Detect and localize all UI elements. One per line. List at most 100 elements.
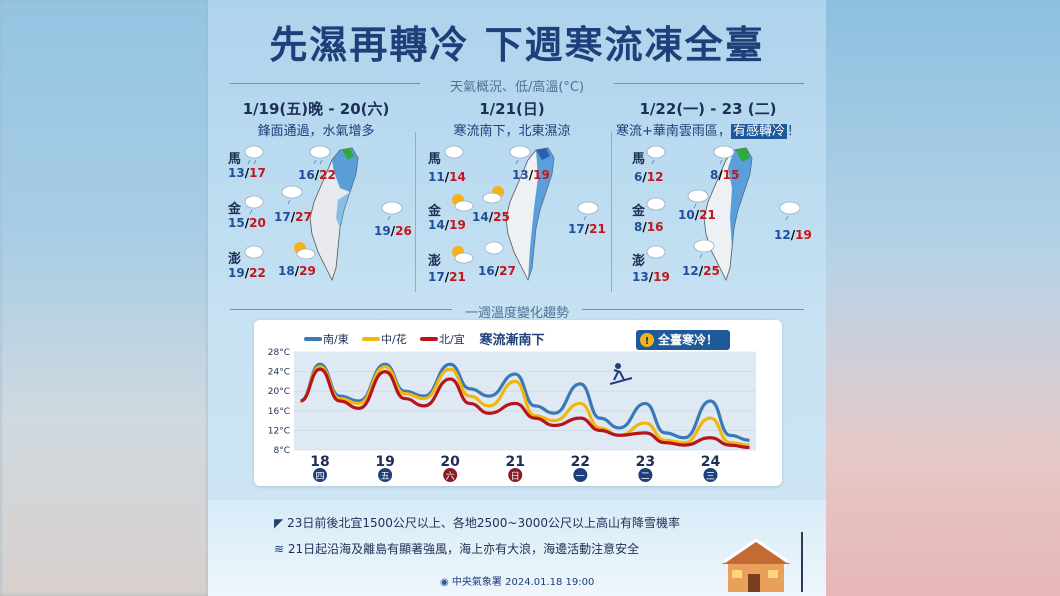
temp-penghu: 19/22 [228, 266, 266, 280]
rain-cloud-icon [309, 145, 331, 165]
cloud-icon [454, 200, 474, 212]
y-tick-label: 12°C [268, 426, 290, 436]
x-weekday-badge [508, 468, 523, 482]
island-matsu: 馬 [428, 152, 442, 167]
rain-cloud-icon [577, 201, 599, 221]
temp-penghu: 17/21 [428, 270, 466, 284]
rain-cloud-icon [687, 189, 709, 209]
rain-cloud-icon [646, 145, 666, 165]
rain-cloud-icon [509, 145, 531, 165]
island-penghu: 澎 [228, 252, 242, 267]
x-weekday-badge [378, 468, 393, 482]
section-label-overview: 天氣概況、低/高溫(°C) [449, 80, 585, 95]
blurred-background-right [826, 0, 1060, 596]
cloud-icon [484, 241, 504, 255]
panel-description: 鋒面通過，水氣增多 [257, 124, 375, 139]
panel-date: 1/19(五)晚 - 20(六) [242, 100, 390, 118]
temp-central: 14/25 [472, 210, 510, 224]
temp-central: 17/27 [274, 210, 312, 224]
rain-cloud-icon [713, 145, 735, 165]
blurred-background-left [0, 0, 208, 596]
series-line-2 [299, 367, 750, 450]
section-divider-left [230, 309, 452, 310]
temp-matsu: 11/14 [428, 170, 466, 184]
x-day-number: 19 [375, 454, 394, 470]
weather-icons [244, 145, 801, 264]
svg-text:!: ! [645, 336, 650, 347]
desc-highlight: 有感轉冷 [730, 124, 787, 139]
x-weekday-label: 二 [641, 472, 650, 482]
x-day-number: 23 [636, 454, 655, 470]
temp-kinmen: 15/20 [228, 216, 266, 230]
cloud-icon [244, 245, 264, 259]
panel-description: 寒流+華南雲雨區， 有感轉冷！ [610, 120, 806, 139]
x-day-number: 21 [505, 454, 524, 470]
cloud-icon [296, 248, 316, 260]
rain-cloud-icon [244, 195, 264, 215]
x-weekday-label: 三 [706, 472, 715, 482]
cwa-logo-icon: ◉ [440, 577, 449, 588]
section-divider-right [582, 309, 804, 310]
x-day-number: 24 [701, 454, 721, 470]
note-wind-text: 21日起沿海及離島有顯著強風，海上亦有大浪，海邊活動注意安全 [287, 542, 640, 556]
x-weekday-badge [638, 468, 653, 482]
weather-poster: 先濕再轉冷 下週寒流凍全臺 天氣概況、低/高溫(°C) 1/19(五)晚 - 2… [208, 0, 826, 596]
note-snow: ◤ 23日前後北宜1500公尺以上、各地2500~3000公尺以上高山有降雪機率 [274, 514, 680, 531]
temp-east: 12/19 [774, 228, 812, 242]
taiwan-map-3 [703, 147, 753, 281]
rain-cloud-icon [779, 201, 801, 221]
island-kinmen: 金 [228, 202, 242, 217]
chart-title: 寒流漸南下 [478, 332, 544, 348]
poster-title: 先濕再轉冷 下週寒流凍全臺 [269, 23, 765, 67]
temp-east: 17/21 [568, 222, 606, 236]
y-tick-label: 8°C [273, 446, 290, 456]
legend-label: 中/花 [381, 333, 407, 346]
cloud-icon [646, 197, 666, 211]
trend-chart-svg: 28°C 24°C 20°C 16°C 12°C 8°C 18 四 19 五 20六 21日 22 一 2… [268, 330, 756, 482]
temp-east: 19/26 [374, 224, 412, 238]
note-wind: ≋ 21日起沿海及離島有顯著強風，海上亦有大浪，海邊活動注意安全 [274, 540, 639, 557]
taiwan-map-2 [505, 147, 555, 281]
x-day-number: 22 [571, 454, 590, 470]
cloud-icon [482, 192, 502, 204]
x-day-number: 18 [310, 454, 329, 470]
temp-central: 10/21 [678, 208, 716, 222]
temperature-trend-chart: 28°C 24°C 20°C 16°C 12°C 8°C 18 四 19 五 20 六 21 日 22 一 2… [254, 320, 782, 486]
y-tick-label: 16°C [268, 407, 290, 417]
series-line-1 [299, 365, 750, 447]
taiwan-maps [309, 147, 753, 281]
bottom-area: ◤ 23日前後北宜1500公尺以上、各地2500~3000公尺以上高山有降雪機率… [208, 500, 826, 596]
desc-text-end: ！ [786, 124, 800, 139]
y-tick-label: 20°C [268, 387, 290, 397]
temp-south: 12/25 [682, 264, 720, 278]
x-weekday-label: 一 [576, 472, 585, 482]
cloud-icon [646, 245, 666, 259]
island-penghu: 澎 [632, 254, 646, 269]
forecast-panel-1: 1/19(五)晚 - 20(六) 鋒面通過，水氣增多 [218, 96, 414, 296]
temp-penghu: 13/19 [632, 270, 670, 284]
taiwan-map-1 [309, 147, 359, 281]
section-divider-right [614, 83, 804, 84]
badge-text: 全臺寒冷！ [657, 332, 718, 347]
x-weekday-badge [443, 468, 458, 482]
x-weekday-label: 六 [446, 470, 455, 482]
panel-date: 1/22(一) - 23 (二) [639, 100, 777, 118]
rain-cloud-icon [281, 185, 303, 205]
temp-north: 8/15 [710, 168, 740, 182]
cloud-icon [454, 252, 474, 264]
x-weekday-label: 五 [381, 472, 390, 482]
footer: ◉ 中央氣象署 2024.01.18 19:00 [440, 573, 594, 588]
wind-icon: ≋ [274, 542, 285, 556]
temp-matsu: 6/12 [634, 170, 664, 184]
temp-north: 16/22 [298, 168, 336, 182]
panel-description: 寒流南下，北東濕涼 [453, 124, 571, 139]
island-penghu: 澎 [428, 254, 442, 269]
x-weekday-label: 日 [511, 471, 520, 482]
island-matsu: 馬 [228, 152, 242, 167]
panel-divider [415, 132, 416, 292]
x-weekday-label: 四 [316, 472, 325, 482]
section-label-trend: 一週溫度變化趨勢 [464, 306, 569, 321]
legend-label: 南/東 [323, 333, 349, 346]
temp-matsu: 13/17 [228, 166, 266, 180]
skier-icon [609, 363, 633, 385]
